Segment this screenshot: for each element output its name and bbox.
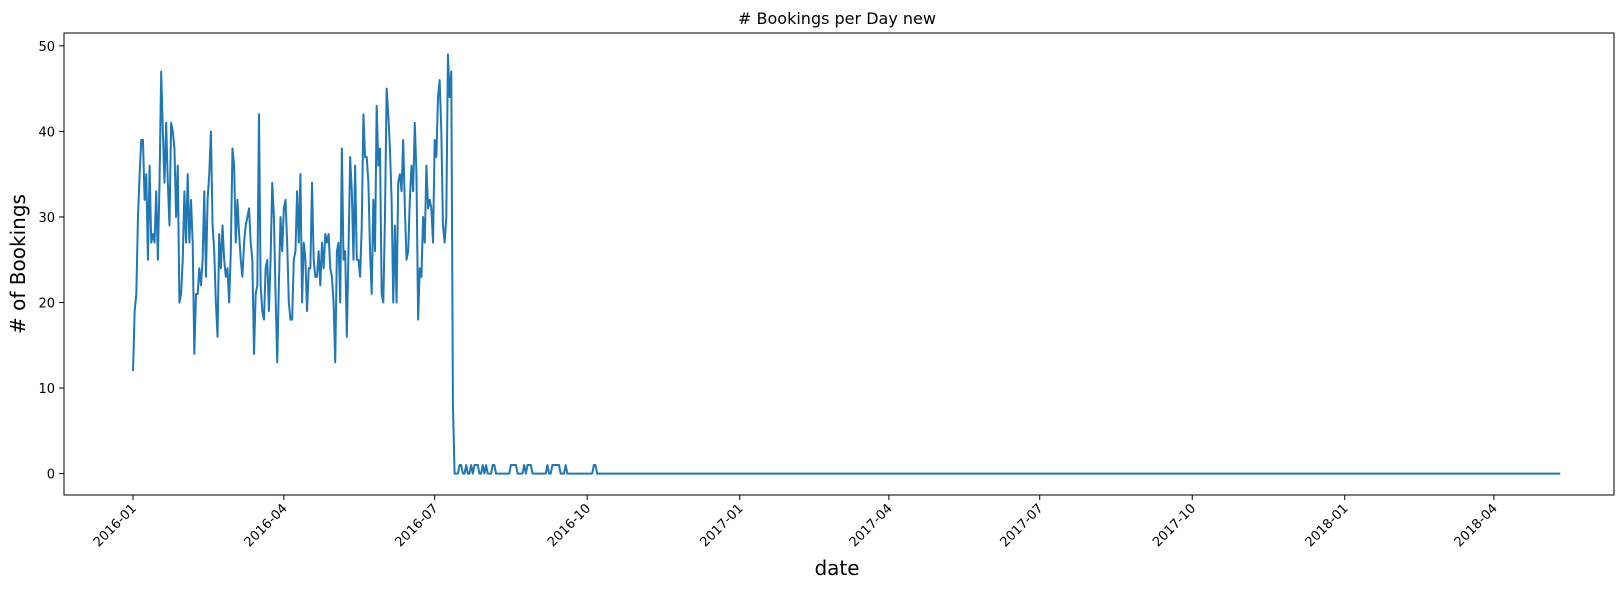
chart-title: # Bookings per Day new bbox=[738, 9, 936, 28]
x-tick-label: 2017-04 bbox=[847, 501, 896, 550]
x-tick-label: 2016-07 bbox=[392, 501, 441, 550]
x-tick-label: 2018-01 bbox=[1303, 501, 1352, 550]
x-tick-label: 2017-01 bbox=[698, 501, 747, 550]
y-tick-label: 10 bbox=[38, 382, 55, 397]
y-tick-label: 40 bbox=[38, 125, 55, 140]
y-axis-label: # of Bookings bbox=[6, 194, 30, 334]
x-tick-label: 2016-04 bbox=[242, 501, 291, 550]
x-tick-label: 2018-04 bbox=[1452, 501, 1501, 550]
x-tick-label: 2017-07 bbox=[998, 501, 1047, 550]
y-tick-label: 50 bbox=[38, 40, 55, 55]
y-tick-label: 20 bbox=[38, 297, 55, 312]
x-tick-label: 2016-01 bbox=[91, 501, 140, 550]
x-axis-ticks: 2016-01 2016-04 2016-07 2016-10 2017-01 2017-… bbox=[91, 495, 1501, 550]
axes bbox=[63, 32, 1615, 496]
x-tick-label: 2017-10 bbox=[1150, 501, 1199, 550]
x-tick-label: 2016-10 bbox=[545, 501, 594, 550]
plot-frame bbox=[63, 32, 1615, 496]
y-tick-label: 30 bbox=[38, 211, 55, 226]
x-axis-label: date bbox=[814, 556, 859, 580]
series-line-bookings bbox=[132, 53, 1561, 475]
y-axis-ticks: 0 10 20 30 40 50 bbox=[38, 40, 64, 483]
y-tick-label: 0 bbox=[47, 468, 55, 483]
